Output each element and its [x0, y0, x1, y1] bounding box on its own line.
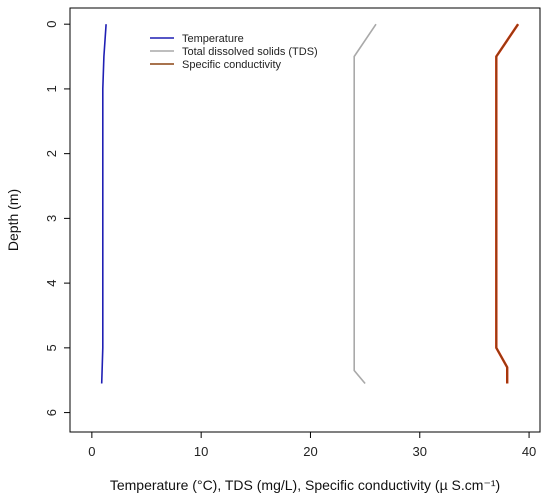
legend-label-2: Total dissolved solids (TDS) — [182, 46, 318, 58]
series-line-2 — [353, 23, 377, 385]
x-tick-label: 40 — [522, 444, 536, 459]
plot-frame — [69, 7, 541, 433]
series-lines — [100, 23, 520, 385]
y-tick-label: 6 — [44, 409, 59, 416]
x-tick-label: 10 — [194, 444, 208, 459]
x-tick-label: 0 — [88, 444, 95, 459]
y-axis-title: Depth (m) — [5, 189, 21, 251]
y-tick-label: 5 — [44, 344, 59, 351]
series-line-3 — [495, 23, 519, 384]
x-tick-label: 20 — [303, 444, 317, 459]
y-tick-label: 2 — [44, 150, 59, 157]
y-tick-label: 1 — [44, 85, 59, 92]
x-tick-label: 30 — [413, 444, 427, 459]
y-tick-label: 3 — [44, 215, 59, 222]
legend-label-1: Temperature — [182, 33, 244, 45]
x-axis-ticks: 0 10 20 30 40 — [88, 432, 536, 459]
series-line-accent-3 — [495, 23, 520, 384]
legend-label-3: Specific conductivity — [182, 59, 282, 71]
series-line-1 — [100, 24, 107, 384]
y-tick-label: 4 — [44, 279, 59, 286]
y-axis-ticks: 0 1 2 3 4 5 6 — [44, 21, 70, 416]
x-axis-title: Temperature (°C), TDS (mg/L), Specific c… — [110, 477, 500, 493]
y-tick-label: 0 — [44, 21, 59, 28]
